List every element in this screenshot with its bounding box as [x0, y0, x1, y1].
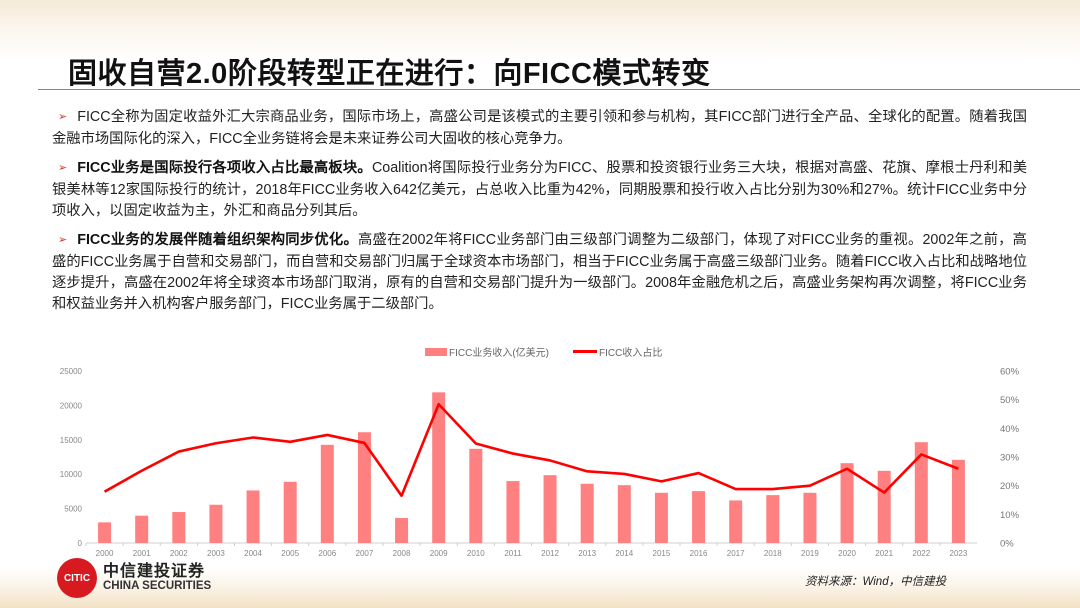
x-axis-tick-label: 2021 — [875, 549, 893, 558]
bar-2010 — [469, 448, 483, 543]
x-axis-tick-label: 2014 — [615, 549, 633, 558]
right-axis-tick-label: 50% — [1000, 395, 1020, 406]
right-axis-tick-label: 20% — [1000, 481, 1020, 492]
chart-legend: FICC业务收入(亿美元) FICC收入占比 — [425, 344, 662, 359]
paragraph-lead: FICC业务是国际投行各项收入占比最高板块。 — [77, 160, 372, 176]
line-ficc-share — [103, 402, 959, 498]
bar-2021 — [877, 470, 891, 543]
paragraph-3: ➢ FICC业务的发展伴随着组织架构同步优化。高盛在2002年将FICC业务部门由… — [52, 230, 1027, 315]
right-axis-tick-label: 60% — [1000, 367, 1020, 378]
company-logo: CITIC 中信建投证券 CHINA SECURITIES — [57, 558, 211, 598]
x-axis-tick-label: 2015 — [653, 549, 671, 558]
bar-2001 — [135, 515, 149, 543]
arrow-bullet-icon: ➢ — [58, 111, 68, 123]
bar-2014 — [617, 485, 631, 543]
x-axis-tick-label: 2009 — [430, 549, 448, 558]
x-axis-tick-label: 2003 — [207, 549, 225, 558]
logo-en: CHINA SECURITIES — [103, 580, 212, 593]
x-axis-tick-label: 2002 — [170, 549, 188, 558]
left-axis-tick-label: 5000 — [64, 505, 82, 514]
x-axis-tick-label: 2000 — [96, 549, 114, 558]
x-axis-tick-label: 2004 — [244, 549, 262, 558]
x-axis-tick-label: 2013 — [578, 549, 596, 558]
bar-2011 — [506, 481, 520, 543]
logo-mark-icon: CITIC — [57, 558, 97, 598]
paragraph-text: Coalition将国际投行业务分为FICC、股票和投资银行业务三大块，根据对高… — [52, 160, 1027, 219]
left-axis-tick-label: 0 — [78, 539, 83, 548]
logo-text: 中信建投证券 CHINA SECURITIES — [103, 562, 212, 593]
bar-2017 — [729, 500, 743, 543]
legend-swatch-line — [573, 350, 597, 353]
bar-2008 — [395, 518, 409, 543]
page-title: 固收自营2.0阶段转型正在进行：向FICC模式转变 — [68, 58, 711, 90]
bar-2005 — [283, 481, 297, 543]
bar-2003 — [209, 504, 223, 543]
x-axis-tick-label: 2012 — [541, 549, 559, 558]
bar-2018 — [766, 495, 780, 543]
arrow-bullet-icon: ➢ — [58, 234, 68, 246]
bar-2012 — [543, 475, 557, 543]
source-note: 资料来源：Wind，中信建投 — [805, 576, 947, 588]
right-axis-tick-label: 10% — [1000, 510, 1020, 521]
paragraph-2: ➢ FICC业务是国际投行各项收入占比最高板块。Coalition将国际投行业务分… — [52, 158, 1027, 222]
title-divider — [38, 89, 1080, 90]
x-axis-tick-label: 2023 — [950, 549, 968, 558]
bar-2006 — [320, 444, 334, 543]
x-axis-tick-label: 2019 — [801, 549, 819, 558]
x-axis-tick-label: 2011 — [504, 549, 522, 558]
paragraph-text: FICC全称为固定收益外汇大宗商品业务，国际市场上，高盛公司是该模式的主要引领和… — [52, 109, 1027, 147]
arrow-bullet-icon: ➢ — [58, 162, 68, 174]
bar-2007 — [357, 432, 371, 543]
x-axis-tick-label: 2010 — [467, 549, 485, 558]
legend-label: FICC业务收入(亿美元) — [449, 348, 549, 359]
right-axis-tick-label: 0% — [1000, 539, 1014, 550]
x-axis-tick-label: 2005 — [281, 549, 299, 558]
paragraph-text: 高盛在2002年将FICC业务部门由三级部门调整为二级部门，体现了对FICC业务… — [52, 232, 1027, 312]
right-axis-tick-label: 30% — [1000, 453, 1020, 464]
x-axis-tick-label: 2016 — [690, 549, 708, 558]
bar-2009 — [432, 392, 446, 543]
background-decoration-bottom — [0, 568, 1080, 608]
left-axis-tick-label: 15000 — [60, 436, 83, 445]
background-decoration-top — [0, 0, 1080, 60]
x-axis-tick-label: 2022 — [912, 549, 930, 558]
right-axis-tick-label: 40% — [1000, 424, 1020, 435]
x-axis-tick-label: 2018 — [764, 549, 782, 558]
x-axis-tick-label: 2008 — [393, 549, 411, 558]
x-axis-tick-label: 2006 — [318, 549, 336, 558]
bar-2013 — [580, 483, 594, 543]
body-text: ➢ FICC全称为固定收益外汇大宗商品业务，国际市场上，高盛公司是该模式的主要引领… — [52, 107, 1027, 323]
left-axis-tick-label: 25000 — [60, 367, 83, 376]
bar-2022 — [914, 442, 928, 543]
left-axis-tick-label: 10000 — [60, 470, 83, 479]
legend-label: FICC收入占比 — [599, 348, 663, 359]
bar-2004 — [246, 490, 260, 543]
x-axis-tick-label: 2007 — [356, 549, 374, 558]
bar-2019 — [803, 492, 817, 543]
x-axis-tick-label: 2001 — [133, 549, 151, 558]
legend-item-line: FICC收入占比 — [573, 344, 662, 359]
bar-2015 — [654, 492, 668, 543]
x-axis-tick-label: 2020 — [838, 549, 856, 558]
legend-item-bar: FICC业务收入(亿美元) — [425, 344, 549, 359]
bar-2002 — [172, 512, 186, 543]
bar-2000 — [98, 522, 112, 543]
logo-cn: 中信建投证券 — [103, 562, 206, 580]
paragraph-1: ➢ FICC全称为固定收益外汇大宗商品业务，国际市场上，高盛公司是该模式的主要引领… — [52, 107, 1027, 150]
paragraph-lead: FICC业务的发展伴随着组织架构同步优化。 — [77, 232, 358, 248]
bar-2016 — [692, 491, 706, 543]
bar-2023 — [951, 459, 965, 543]
left-axis-tick-label: 20000 — [60, 401, 83, 410]
x-axis-tick-label: 2017 — [727, 549, 745, 558]
bar-2020 — [840, 463, 854, 543]
legend-swatch-bar — [425, 347, 447, 356]
